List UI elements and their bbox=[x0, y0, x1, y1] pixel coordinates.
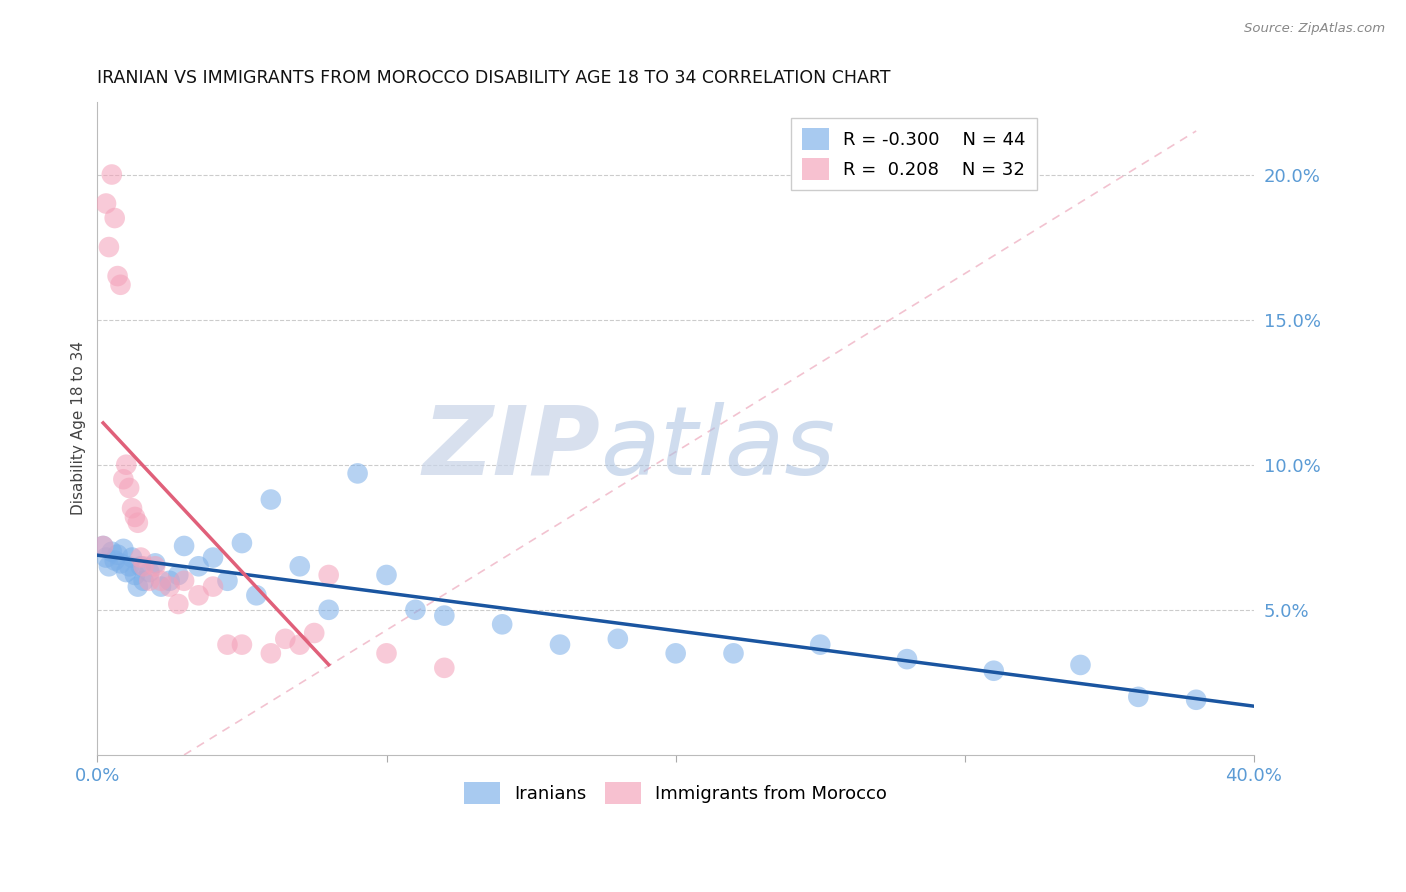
Point bbox=[433, 608, 456, 623]
Point bbox=[202, 550, 225, 565]
Point bbox=[896, 652, 918, 666]
Point bbox=[808, 638, 831, 652]
Point bbox=[143, 559, 166, 574]
Point bbox=[118, 559, 141, 574]
Point bbox=[167, 568, 190, 582]
Point bbox=[159, 574, 181, 588]
Point bbox=[129, 559, 152, 574]
Point bbox=[606, 632, 628, 646]
Point bbox=[173, 539, 195, 553]
Point bbox=[104, 211, 127, 225]
Point bbox=[983, 664, 1005, 678]
Point bbox=[104, 553, 127, 567]
Point bbox=[124, 568, 146, 582]
Point bbox=[433, 661, 456, 675]
Point bbox=[217, 638, 239, 652]
Point bbox=[132, 559, 155, 574]
Text: ZIP: ZIP bbox=[423, 401, 600, 494]
Point bbox=[159, 580, 181, 594]
Point bbox=[217, 574, 239, 588]
Point bbox=[187, 559, 209, 574]
Point bbox=[187, 588, 209, 602]
Point bbox=[101, 545, 124, 559]
Point bbox=[121, 501, 143, 516]
Point bbox=[107, 269, 129, 284]
Point bbox=[127, 516, 149, 530]
Point bbox=[143, 557, 166, 571]
Point bbox=[231, 536, 253, 550]
Point bbox=[274, 632, 297, 646]
Point bbox=[115, 458, 138, 472]
Point bbox=[149, 574, 172, 588]
Point bbox=[318, 568, 340, 582]
Point bbox=[91, 539, 114, 553]
Point bbox=[202, 580, 225, 594]
Text: atlas: atlas bbox=[600, 401, 835, 494]
Point bbox=[127, 580, 149, 594]
Point bbox=[115, 565, 138, 579]
Point bbox=[548, 638, 571, 652]
Point bbox=[129, 550, 152, 565]
Point bbox=[723, 646, 745, 660]
Point bbox=[121, 550, 143, 565]
Point bbox=[149, 580, 172, 594]
Point bbox=[318, 603, 340, 617]
Point bbox=[112, 541, 135, 556]
Point bbox=[346, 467, 368, 481]
Point bbox=[245, 588, 267, 602]
Y-axis label: Disability Age 18 to 34: Disability Age 18 to 34 bbox=[72, 342, 86, 516]
Point bbox=[94, 550, 117, 565]
Point bbox=[118, 481, 141, 495]
Point bbox=[124, 510, 146, 524]
Point bbox=[94, 196, 117, 211]
Point bbox=[173, 574, 195, 588]
Point bbox=[97, 240, 120, 254]
Point bbox=[97, 559, 120, 574]
Point bbox=[138, 574, 160, 588]
Point bbox=[101, 168, 124, 182]
Point bbox=[1069, 657, 1091, 672]
Point bbox=[112, 472, 135, 486]
Point bbox=[91, 539, 114, 553]
Point bbox=[404, 603, 426, 617]
Point bbox=[260, 646, 283, 660]
Point bbox=[260, 492, 283, 507]
Text: IRANIAN VS IMMIGRANTS FROM MOROCCO DISABILITY AGE 18 TO 34 CORRELATION CHART: IRANIAN VS IMMIGRANTS FROM MOROCCO DISAB… bbox=[97, 69, 891, 87]
Legend: Iranians, Immigrants from Morocco: Iranians, Immigrants from Morocco bbox=[457, 774, 894, 811]
Point bbox=[138, 565, 160, 579]
Point bbox=[375, 568, 398, 582]
Point bbox=[110, 557, 132, 571]
Point bbox=[375, 646, 398, 660]
Text: Source: ZipAtlas.com: Source: ZipAtlas.com bbox=[1244, 22, 1385, 36]
Point bbox=[491, 617, 513, 632]
Point bbox=[107, 548, 129, 562]
Point bbox=[665, 646, 688, 660]
Point bbox=[302, 626, 325, 640]
Point bbox=[288, 638, 311, 652]
Point bbox=[288, 559, 311, 574]
Point bbox=[110, 277, 132, 292]
Point bbox=[1185, 692, 1208, 706]
Point bbox=[167, 597, 190, 611]
Point bbox=[132, 574, 155, 588]
Point bbox=[231, 638, 253, 652]
Point bbox=[1128, 690, 1150, 704]
